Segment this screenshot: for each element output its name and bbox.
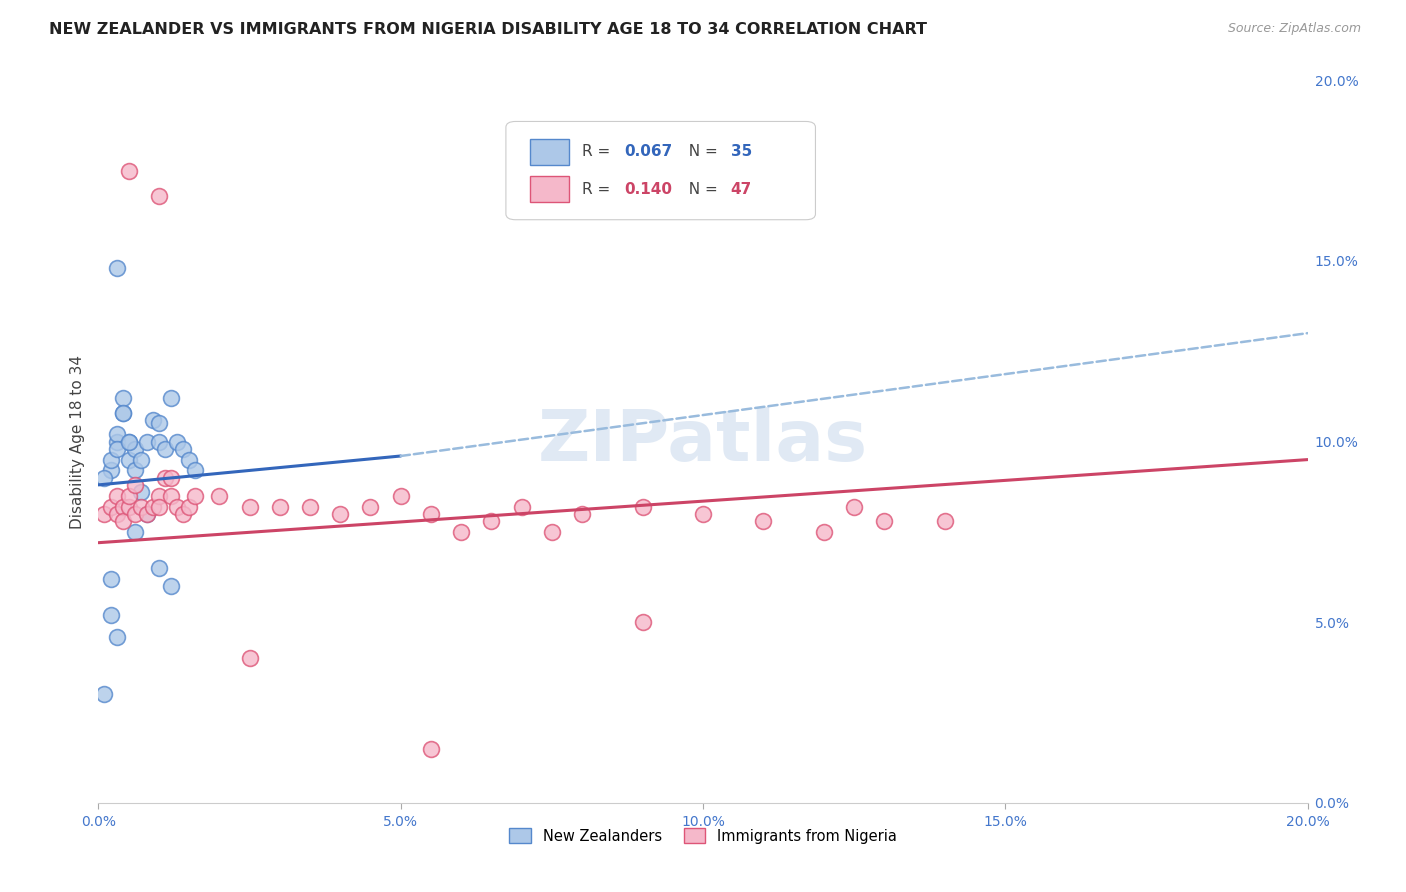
Point bbox=[166, 500, 188, 514]
Point bbox=[148, 434, 170, 449]
Point bbox=[269, 500, 291, 514]
Point bbox=[105, 427, 128, 442]
Point bbox=[420, 741, 443, 756]
Text: 47: 47 bbox=[731, 182, 752, 197]
Point bbox=[105, 489, 128, 503]
Text: R =: R = bbox=[582, 145, 616, 160]
Point bbox=[118, 489, 141, 503]
Point bbox=[160, 579, 183, 593]
Point bbox=[179, 452, 201, 467]
Point bbox=[129, 452, 152, 467]
Point bbox=[148, 489, 170, 503]
Point bbox=[752, 514, 775, 528]
Point bbox=[118, 500, 141, 514]
Point bbox=[450, 524, 472, 539]
Point bbox=[160, 471, 183, 485]
Text: 0.140: 0.140 bbox=[624, 182, 672, 197]
Bar bbox=[530, 177, 569, 202]
Point bbox=[873, 514, 896, 528]
Text: R =: R = bbox=[582, 182, 616, 197]
Point bbox=[111, 500, 134, 514]
Text: ZIPatlas: ZIPatlas bbox=[538, 407, 868, 476]
Point bbox=[111, 391, 134, 405]
Point bbox=[813, 524, 835, 539]
Point bbox=[631, 615, 654, 630]
Point bbox=[571, 507, 593, 521]
Bar bbox=[530, 139, 569, 165]
Text: N =: N = bbox=[679, 145, 723, 160]
Point bbox=[100, 572, 122, 586]
Point bbox=[172, 507, 194, 521]
Legend: New Zealanders, Immigrants from Nigeria: New Zealanders, Immigrants from Nigeria bbox=[503, 822, 903, 850]
Point bbox=[135, 434, 157, 449]
Point bbox=[142, 500, 165, 514]
Point bbox=[105, 442, 128, 456]
Point bbox=[153, 442, 176, 456]
Point bbox=[389, 489, 412, 503]
Point bbox=[420, 507, 443, 521]
Point bbox=[100, 500, 122, 514]
FancyBboxPatch shape bbox=[506, 121, 815, 219]
Point bbox=[142, 413, 165, 427]
Point bbox=[148, 189, 170, 203]
Point bbox=[239, 651, 262, 665]
Point bbox=[124, 524, 146, 539]
Point bbox=[105, 507, 128, 521]
Point bbox=[100, 452, 122, 467]
Point bbox=[148, 561, 170, 575]
Text: N =: N = bbox=[679, 182, 723, 197]
Point bbox=[105, 261, 128, 276]
Point bbox=[129, 485, 152, 500]
Point bbox=[124, 463, 146, 477]
Text: 0.067: 0.067 bbox=[624, 145, 672, 160]
Point bbox=[148, 417, 170, 431]
Point bbox=[124, 507, 146, 521]
Point bbox=[239, 500, 262, 514]
Point bbox=[135, 507, 157, 521]
Point bbox=[124, 442, 146, 456]
Point bbox=[299, 500, 322, 514]
Point bbox=[105, 434, 128, 449]
Point bbox=[631, 500, 654, 514]
Point bbox=[148, 500, 170, 514]
Point bbox=[111, 406, 134, 420]
Point bbox=[93, 507, 115, 521]
Point bbox=[118, 452, 141, 467]
Text: Source: ZipAtlas.com: Source: ZipAtlas.com bbox=[1227, 22, 1361, 36]
Point bbox=[93, 687, 115, 701]
Point bbox=[118, 163, 141, 178]
Point bbox=[360, 500, 382, 514]
Point bbox=[129, 500, 152, 514]
Text: 35: 35 bbox=[731, 145, 752, 160]
Point bbox=[135, 507, 157, 521]
Y-axis label: Disability Age 18 to 34: Disability Age 18 to 34 bbox=[69, 354, 84, 529]
Point bbox=[100, 463, 122, 477]
Point bbox=[105, 630, 128, 644]
Point bbox=[111, 406, 134, 420]
Point bbox=[118, 434, 141, 449]
Point bbox=[166, 434, 188, 449]
Point bbox=[692, 507, 714, 521]
Point bbox=[481, 514, 503, 528]
Point bbox=[100, 607, 122, 622]
Point bbox=[124, 478, 146, 492]
Point bbox=[329, 507, 352, 521]
Point bbox=[844, 500, 866, 514]
Point bbox=[93, 471, 115, 485]
Point bbox=[934, 514, 956, 528]
Point bbox=[160, 391, 183, 405]
Point bbox=[184, 463, 207, 477]
Point bbox=[510, 500, 533, 514]
Text: NEW ZEALANDER VS IMMIGRANTS FROM NIGERIA DISABILITY AGE 18 TO 34 CORRELATION CHA: NEW ZEALANDER VS IMMIGRANTS FROM NIGERIA… bbox=[49, 22, 927, 37]
Point bbox=[153, 471, 176, 485]
Point bbox=[111, 514, 134, 528]
Point bbox=[184, 489, 207, 503]
Point bbox=[118, 434, 141, 449]
Point bbox=[540, 524, 562, 539]
Point bbox=[208, 489, 231, 503]
Point bbox=[179, 500, 201, 514]
Point bbox=[172, 442, 194, 456]
Point bbox=[160, 489, 183, 503]
